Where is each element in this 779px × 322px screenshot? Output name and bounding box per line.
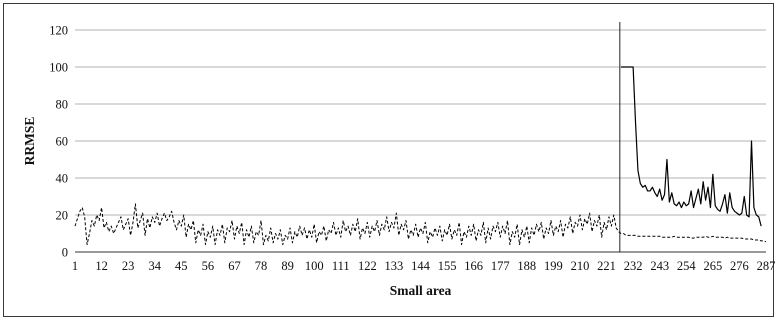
dashed-series-line <box>74 203 767 246</box>
x-tick-label: 287 <box>757 259 775 273</box>
x-tick-label: 23 <box>122 259 135 273</box>
x-axis-title: Small area <box>390 283 452 298</box>
x-tick-label: 1 <box>72 259 78 273</box>
solid-series-line <box>621 66 762 227</box>
x-tick-label: 254 <box>677 259 697 273</box>
x-tick-label: 276 <box>730 259 749 273</box>
x-tick-label: 232 <box>624 259 643 273</box>
y-tick-label: 0 <box>62 246 68 260</box>
y-tick-labels: 0 20 40 60 80 100 120 <box>49 24 68 260</box>
y-tick-label: 40 <box>56 172 69 186</box>
x-tick-label: 45 <box>175 259 188 273</box>
x-tick-label: 67 <box>228 259 241 273</box>
y-tick-label: 100 <box>49 61 68 75</box>
axes <box>75 22 766 253</box>
x-tick-label: 210 <box>571 259 590 273</box>
x-tick-label: 12 <box>95 259 108 273</box>
x-tick-label: 188 <box>517 259 536 273</box>
x-tick-label: 100 <box>305 259 324 273</box>
data-series <box>74 66 767 246</box>
x-tick-label: 111 <box>332 259 350 273</box>
x-tick-label: 265 <box>703 259 722 273</box>
x-tick-label: 78 <box>255 259 268 273</box>
y-tick-label: 80 <box>56 98 69 112</box>
x-tick-label: 166 <box>464 259 483 273</box>
y-tick-label: 20 <box>56 209 69 223</box>
chart-frame: 0 20 40 60 80 100 120 1 12 23 34 45 56 67 78 89 100 111 1… <box>3 3 775 317</box>
x-tick-label: 133 <box>385 259 404 273</box>
y-tick-label: 60 <box>56 135 69 149</box>
x-tick-label: 89 <box>281 259 294 273</box>
y-tick-label: 120 <box>49 24 68 38</box>
x-tick-label: 243 <box>650 259 669 273</box>
x-tick-label: 34 <box>148 259 161 273</box>
x-tick-label: 122 <box>358 259 377 273</box>
x-tick-labels: 1 12 23 34 45 56 67 78 89 100 111 122 133 144 155 166 17… <box>72 259 775 273</box>
x-tick-label: 177 <box>491 259 510 273</box>
gridlines <box>75 29 766 216</box>
x-tick-label: 155 <box>438 259 457 273</box>
x-tick-label: 221 <box>597 259 616 273</box>
y-axis-title: RRMSE <box>22 117 37 166</box>
x-tick-label: 199 <box>544 259 563 273</box>
x-tick-label: 144 <box>411 259 431 273</box>
x-tick-label: 56 <box>202 259 215 273</box>
